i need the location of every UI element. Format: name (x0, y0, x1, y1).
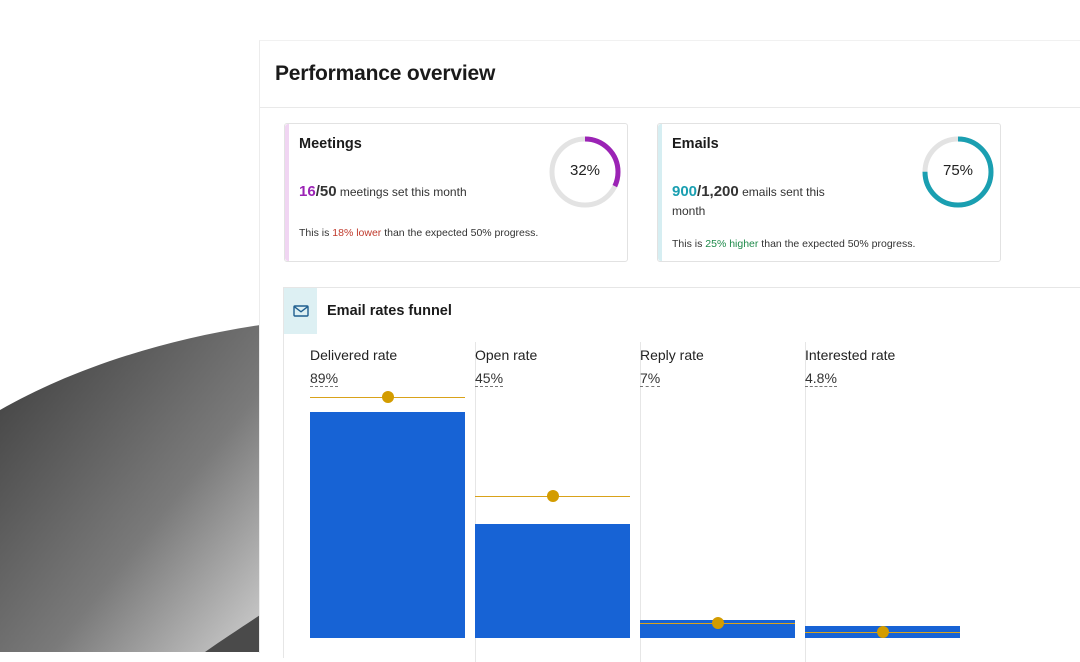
progress-label: 32% (569, 162, 601, 179)
emails-note: This is 25% higher than the expected 50%… (672, 238, 915, 250)
emails-metric-text: emails sent this month (672, 185, 825, 218)
emails-metric: 900/1,200 emails sent this month (672, 182, 852, 221)
column-label: Interested rate (805, 347, 896, 363)
note-highlight: 25% higher (705, 238, 759, 250)
card-title: Emails (672, 136, 719, 152)
note-suffix: than the expected 50% progress. (758, 238, 916, 250)
column-value[interactable]: 45% (475, 370, 504, 387)
performance-panel: Performance overview Meetings 16/50 meet… (259, 40, 1080, 662)
target-marker[interactable] (381, 390, 394, 403)
column-label: Delivered rate (310, 347, 398, 363)
emails-card[interactable]: Emails 900/1,200 emails sent this month … (657, 123, 1001, 262)
meetings-note: This is 18% lower than the expected 50% … (299, 227, 538, 239)
progress-arc (549, 136, 621, 208)
meetings-metric-text: meetings set this month (339, 185, 467, 199)
target-marker[interactable] (876, 626, 889, 639)
progress-arc (922, 136, 994, 208)
column-label: Reply rate (640, 347, 704, 363)
page-title: Performance overview (275, 62, 496, 85)
target-marker[interactable] (711, 616, 724, 629)
funnel-column-interested: Interested rate 4.8% (805, 342, 970, 662)
progress-ring (549, 136, 621, 208)
column-label: Open rate (475, 347, 538, 363)
note-prefix: This is (299, 227, 333, 239)
mail-icon (284, 288, 317, 334)
funnel-bar[interactable] (310, 411, 465, 638)
progress-label: 75% (942, 162, 974, 179)
emails-current: 900 (672, 183, 698, 200)
funnel-bar[interactable] (640, 620, 795, 638)
meetings-current: 16 (299, 183, 316, 200)
column-value[interactable]: 7% (640, 370, 661, 387)
emails-target: /1,200 (697, 183, 739, 200)
card-accent (658, 124, 662, 261)
email-rates-funnel: Email rates funnel Delivered rate 89% Op… (283, 287, 1080, 662)
note-suffix: than the expected 50% progress. (381, 227, 539, 239)
column-value[interactable]: 4.8% (805, 370, 837, 387)
funnel-column-reply: Reply rate 7% (640, 342, 806, 662)
column-value[interactable]: 89% (310, 370, 339, 387)
meetings-target: /50 (315, 183, 337, 200)
funnel-column-delivered: Delivered rate 89% (310, 342, 476, 662)
funnel-column-open: Open rate 45% (475, 342, 641, 662)
title-divider (260, 107, 1080, 108)
note-prefix: This is (672, 238, 706, 250)
card-accent (285, 124, 289, 261)
target-marker[interactable] (546, 489, 559, 502)
funnel-title: Email rates funnel (327, 303, 452, 319)
card-title: Meetings (299, 136, 362, 152)
funnel-bar[interactable] (475, 523, 630, 638)
background-decoration (0, 325, 260, 652)
progress-ring (922, 136, 994, 208)
note-highlight: 18% lower (332, 227, 382, 239)
meetings-metric: 16/50 meetings set this month (299, 182, 489, 202)
meetings-card[interactable]: Meetings 16/50 meetings set this month T… (284, 123, 628, 262)
